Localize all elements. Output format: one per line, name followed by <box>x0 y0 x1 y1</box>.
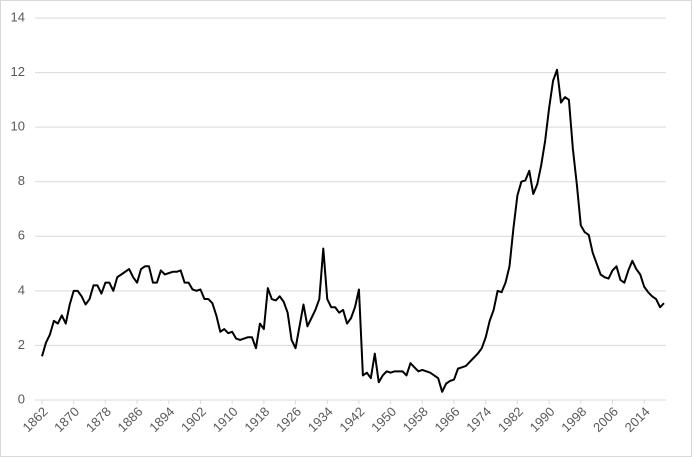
y-tick-label: 4 <box>18 282 25 297</box>
y-tick-label: 2 <box>18 337 25 352</box>
y-tick-label: 10 <box>11 119 25 134</box>
y-tick-label: 8 <box>18 173 25 188</box>
y-tick-label: 14 <box>11 9 25 24</box>
y-tick-label: 12 <box>11 64 25 79</box>
data-line <box>41 68 665 393</box>
y-tick-label: 6 <box>18 228 25 243</box>
y-tick-label: 0 <box>18 391 25 406</box>
